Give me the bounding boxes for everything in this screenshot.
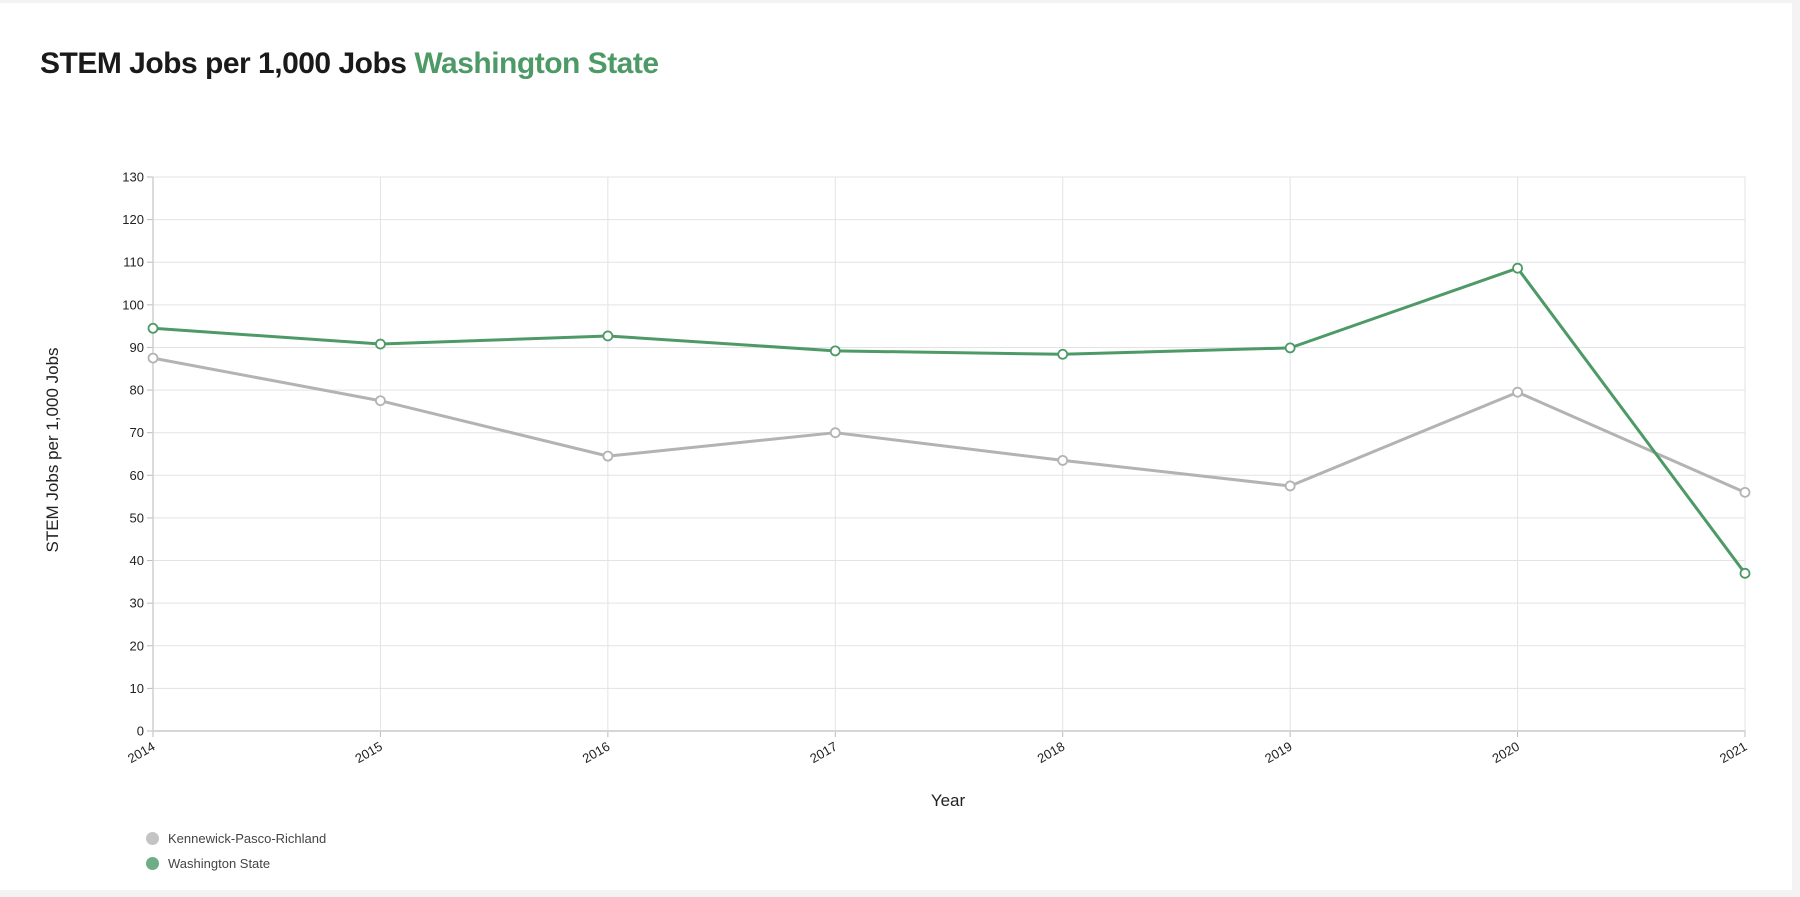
data-point-kennewick-pasco-richland[interactable] [147,352,159,364]
y-tick-label: 80 [130,383,144,398]
series [147,262,1751,579]
y-tick-label: 100 [122,297,144,312]
x-tick-label: 2018 [1035,739,1068,766]
x-tick-label: 2020 [1490,739,1523,766]
data-point-washington-state[interactable] [1057,348,1069,360]
legend-label: Kennewick-Pasco-Richland [168,831,327,846]
y-tick-label: 60 [130,468,144,483]
legend-marker-icon [146,857,159,870]
legend-item[interactable]: Kennewick-Pasco-Richland [146,826,326,851]
y-tick-label: 10 [130,681,144,696]
axes: 0 10 20 30 40 50 60 70 80 90 100 110 120 130 2014 2015 2… [122,170,1749,767]
x-tick-label: 2015 [352,739,385,766]
data-point-kennewick-pasco-richland[interactable] [1057,454,1069,466]
data-point-washington-state[interactable] [375,338,386,350]
grid [152,176,1746,732]
title-highlight: Washington State [414,47,659,80]
data-point-kennewick-pasco-richland[interactable] [1512,386,1523,398]
legend-item[interactable]: Washington State [146,851,326,876]
legend-marker-icon [146,832,159,845]
data-point-kennewick-pasco-richland[interactable] [602,450,614,462]
x-tick-label: 2019 [1262,739,1295,766]
x-tick-label: 2016 [580,739,613,766]
legend: Kennewick-Pasco-Richland Washington State [146,826,326,876]
data-point-washington-state[interactable] [147,322,159,334]
chart-title: STEM Jobs per 1,000 Jobs Washington Stat… [40,47,659,81]
y-tick-label: 110 [123,255,144,270]
x-tick-label: 2014 [125,739,158,766]
data-point-kennewick-pasco-richland[interactable] [829,427,841,439]
title-main: STEM Jobs per 1,000 Jobs [40,47,407,80]
data-point-washington-state[interactable] [1739,567,1751,579]
data-point-washington-state[interactable] [829,345,841,357]
x-tick-label: 2017 [807,739,840,766]
data-point-kennewick-pasco-richland[interactable] [1739,486,1751,498]
y-tick-label: 50 [130,510,144,525]
y-tick-label: 0 [137,724,144,739]
y-tick-label: 30 [130,596,144,611]
x-axis-label: Year [931,791,966,810]
y-axis-label: STEM Jobs per 1,000 Jobs [43,347,62,552]
data-point-kennewick-pasco-richland[interactable] [1284,480,1296,492]
line-chart: 0 10 20 30 40 50 60 70 80 90 100 110 120 130 2014 2015 2… [43,170,1751,810]
y-tick-label: 70 [130,425,144,440]
series-line-kennewick-pasco-richland [151,356,1747,494]
legend-label: Washington State [168,856,271,871]
data-point-washington-state[interactable] [1512,262,1523,274]
y-tick-label: 120 [122,212,144,227]
y-tick-label: 90 [130,340,144,355]
y-tick-label: 20 [130,638,144,653]
chart-card: STEM Jobs per 1,000 Jobs Washington Stat… [0,3,1792,890]
data-point-kennewick-pasco-richland[interactable] [375,395,386,407]
data-point-washington-state[interactable] [602,330,614,342]
x-tick-label: 2021 [1717,739,1750,766]
y-tick-label: 40 [130,553,144,568]
data-point-washington-state[interactable] [1284,342,1296,354]
y-tick-label: 130 [122,170,144,185]
series-line-washington-state [151,266,1747,575]
